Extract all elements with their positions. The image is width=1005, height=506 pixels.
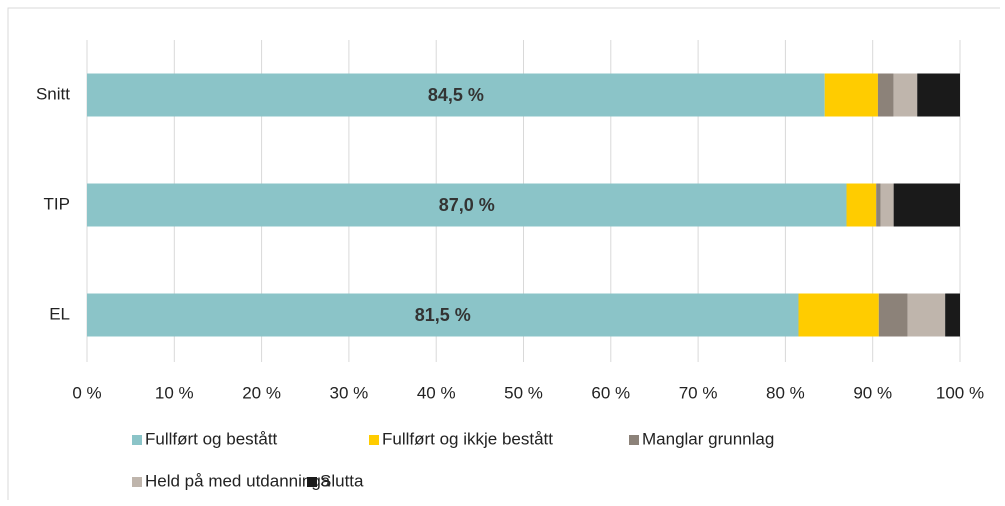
bar-segment [87,73,825,117]
legend-label: Slutta [320,471,364,490]
bar-segment [824,73,878,117]
x-tick-label: 60 % [591,383,630,402]
x-tick-label: 80 % [766,383,805,402]
y-tick-label: TIP [44,194,70,213]
x-tick-label: 70 % [679,383,718,402]
bar-segment [893,73,918,117]
bar-segment [876,183,881,227]
y-tick-label: EL [49,304,70,323]
x-tick-label: 90 % [853,383,892,402]
bar-segment [877,73,894,117]
data-label: 87,0 % [439,195,495,215]
bar-segment [917,73,960,117]
x-tick-label: 0 % [72,383,101,402]
legend-swatch [132,477,142,487]
data-label: 84,5 % [428,85,484,105]
legend-swatch [132,435,142,445]
x-tick-label: 50 % [504,383,543,402]
legend-label: Held på med utdanninga [145,471,331,490]
legend-swatch [629,435,639,445]
y-tick-label: Snitt [36,84,70,103]
legend-swatch [307,477,317,487]
bar-segment [846,183,877,227]
bar-segment [878,293,908,337]
bar-segment [87,183,847,227]
frame [7,7,1000,500]
bar-segment [893,183,960,227]
legend-label: Manglar grunnlag [642,429,774,448]
bar-segment [945,293,960,337]
x-tick-label: 30 % [330,383,369,402]
legend-label: Fullført og ikkje bestått [382,429,553,448]
legend-label: Fullført og bestått [145,429,278,448]
bar-segment [87,293,799,337]
x-tick-label: 40 % [417,383,456,402]
data-label: 81,5 % [415,305,471,325]
bar-segment [880,183,894,227]
legend-swatch [369,435,379,445]
x-tick-label: 20 % [242,383,281,402]
x-tick-label: 100 % [936,383,984,402]
bar-segment [798,293,879,337]
x-tick-label: 10 % [155,383,194,402]
bar-segment [907,293,946,337]
